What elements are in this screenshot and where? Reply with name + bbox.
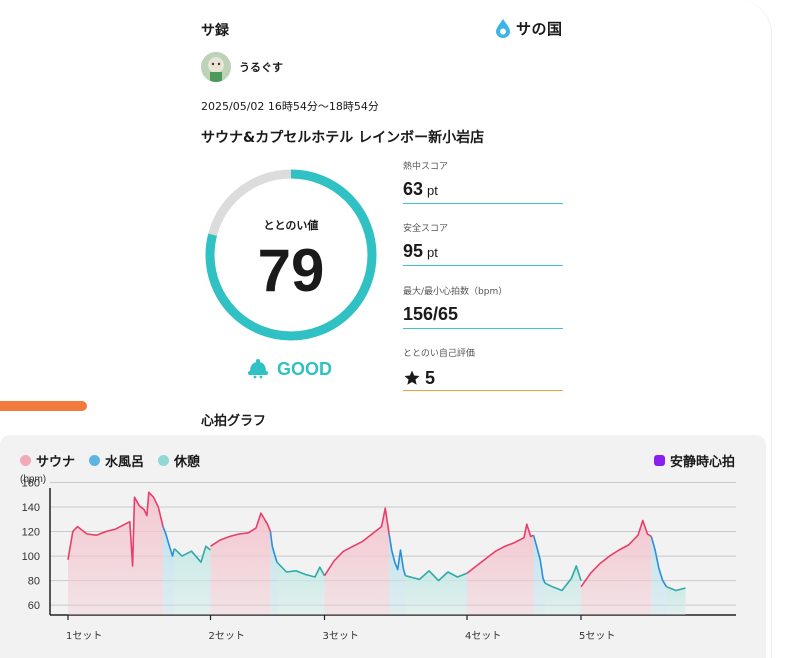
stat-label: 安全スコア	[403, 224, 449, 234]
sauna-area-9	[467, 524, 534, 615]
cold-area-13	[651, 536, 667, 615]
cold-line-7	[388, 533, 407, 576]
x-tick-label: 4セット	[465, 630, 501, 642]
brand-logo: サの国	[494, 17, 563, 39]
scroll-indicator	[0, 401, 87, 411]
rest-area-5	[277, 562, 325, 615]
heart-rate-chart: (bpm) 60 80 100 120 140 160 1セット 2セット 3セット 4セット 5セッ…	[20, 474, 736, 642]
sauna-line-3	[210, 512, 272, 547]
y-tick-label: 160	[22, 477, 40, 489]
rest-line-5	[276, 561, 326, 578]
legend-label: 休憩	[174, 455, 201, 470]
legend-dot	[654, 455, 665, 466]
page-title: サ録	[201, 23, 229, 39]
sauna-line-6	[323, 507, 390, 577]
rest-line-8	[405, 570, 468, 582]
stat-label: 熱中スコア	[403, 162, 449, 172]
facility-name[interactable]: サウナ&カプセルホテル レインボー新小岩店	[201, 130, 485, 146]
legend-label: サウナ	[36, 455, 76, 470]
user-info[interactable]: うるぐす	[201, 52, 283, 82]
x-tick-label: 2セット	[209, 630, 245, 642]
y-tick-label: 80	[28, 576, 40, 588]
stat-unit: pt	[427, 183, 438, 198]
legend-cold: 水風呂	[89, 451, 144, 470]
legend-dot	[158, 455, 169, 466]
cold-area-1	[163, 526, 175, 615]
legend-resting-hr: 安静時心拍	[654, 451, 735, 470]
self-rating-value: 5	[425, 367, 436, 388]
heat-score: 熱中スコア 63 pt	[403, 159, 563, 204]
legend-dot	[89, 455, 100, 466]
cold-area-4	[270, 531, 277, 615]
drop-icon	[496, 19, 510, 38]
sauna-area-3	[210, 513, 271, 615]
rest-area-2	[174, 546, 211, 615]
heart-rate-value: 156/65	[403, 304, 459, 324]
rest-line-14	[666, 586, 686, 592]
sauna-area-6	[324, 508, 390, 615]
heat-score-value: 63	[403, 179, 424, 199]
stat-value: 156/65	[403, 304, 563, 328]
gauge-progress	[205, 169, 377, 341]
rest-line-2	[173, 545, 211, 563]
cold-line-10	[532, 534, 546, 584]
self-rating: ととのい自己評価 5	[403, 346, 563, 391]
user-name[interactable]: うるぐす	[239, 61, 283, 74]
cold-line-1	[162, 526, 176, 557]
stat-label: ととのい自己評価	[403, 349, 475, 359]
x-tick-label: 5セット	[579, 630, 615, 642]
legend-label: 安静時心拍	[670, 455, 736, 470]
sauna-line-12	[580, 519, 652, 588]
stat-unit: pt	[427, 245, 438, 260]
legend-rest: 休憩	[158, 451, 200, 470]
rating-text: GOOD	[277, 358, 333, 379]
sauna-area-0	[68, 492, 163, 615]
rest-area-14	[666, 586, 686, 615]
x-tick-label: 3セット	[323, 630, 359, 642]
sauna-area-12	[581, 520, 652, 615]
safety-score-value: 95	[403, 241, 424, 261]
score-value: 79	[257, 237, 325, 304]
cold-area-7	[389, 534, 406, 615]
y-tick-label: 60	[28, 600, 40, 612]
score-gauge	[205, 169, 377, 341]
stat-value: 63 pt	[403, 179, 563, 203]
legend-label: 水風呂	[105, 455, 145, 470]
y-axis-label: (bpm)	[20, 474, 46, 485]
cold-line-13	[650, 536, 668, 588]
stat-label: 最大/最小心拍数（bpm）	[403, 287, 508, 297]
rest-area-8	[405, 570, 467, 615]
sauna-line-9	[466, 523, 534, 574]
avatar[interactable]	[201, 52, 231, 82]
star-icon	[404, 370, 420, 385]
safety-score: 安全スコア 95 pt	[403, 221, 563, 266]
session-datetime: 2025/05/02 16時54分〜18時54分	[201, 100, 379, 113]
cold-line-4	[269, 531, 278, 563]
y-tick-label: 120	[22, 527, 40, 539]
heart-rate-range: 最大/最小心拍数（bpm） 156/65	[403, 284, 563, 329]
rating-badge: GOOD	[246, 357, 332, 381]
rest-line-11	[544, 565, 582, 592]
stat-value: 95 pt	[403, 241, 563, 265]
legend-dot	[20, 455, 31, 466]
graph-title: 心拍グラフ	[201, 414, 267, 429]
stat-value: 5	[403, 366, 563, 390]
brand-name: サの国	[516, 19, 563, 38]
legend-sauna: サウナ	[20, 451, 75, 470]
x-tick-label: 1セット	[66, 630, 102, 642]
cold-area-10	[533, 535, 545, 615]
sauna-line-0	[67, 491, 164, 567]
y-tick-label: 100	[22, 551, 40, 563]
sauna-hat-icon	[248, 359, 268, 379]
score-label: ととのい値	[263, 219, 319, 232]
y-tick-label: 140	[22, 502, 40, 514]
